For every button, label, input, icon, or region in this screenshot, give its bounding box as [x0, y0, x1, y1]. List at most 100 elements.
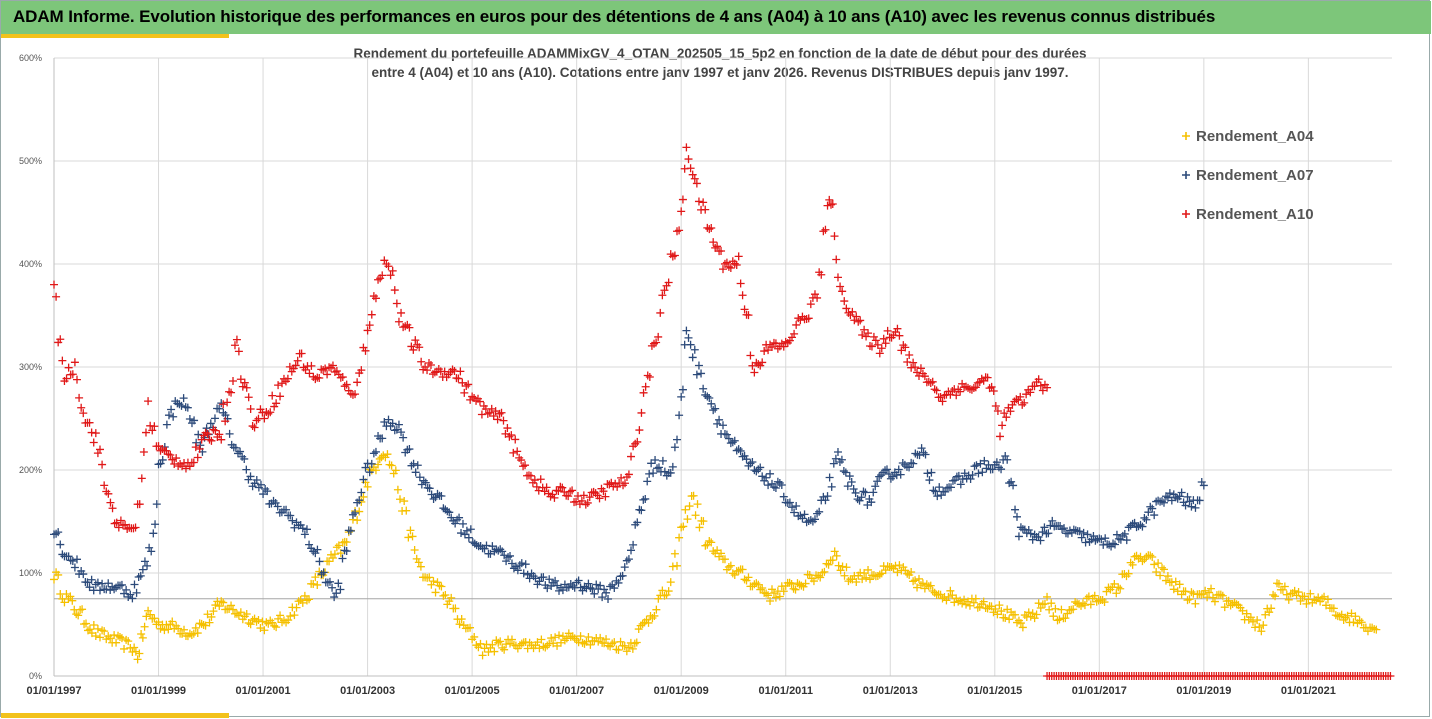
rendement-a07-point: [742, 455, 751, 464]
rendement-a10-point: [840, 297, 849, 306]
rendement-a10-point: [848, 307, 857, 316]
rendement-a07-point: [675, 411, 684, 420]
rendement-a10-point: [89, 438, 98, 447]
rendement-a04-point: [726, 561, 735, 570]
rendement-a07-point: [256, 480, 265, 489]
rendement-a04-point: [584, 633, 593, 642]
rendement-a07-point: [462, 526, 471, 535]
rendement-a10-point: [56, 335, 65, 344]
rendement-a07-point: [746, 459, 755, 468]
rendement-a07-point: [313, 545, 322, 554]
rendement-a07-point: [707, 399, 716, 408]
rendement-a07-point: [670, 443, 679, 452]
rendement-a07-point: [502, 557, 511, 566]
rendement-a07-point: [968, 471, 977, 480]
rendement-a10-point: [234, 347, 243, 356]
rendement-a07-point: [925, 476, 934, 485]
rendement-a10-point: [690, 174, 699, 183]
rendement-a04-point: [1284, 595, 1293, 604]
rendement-a04-point: [1351, 612, 1360, 621]
rendement-a07-point: [1124, 523, 1133, 532]
rendement-a04-point: [1152, 567, 1161, 576]
legend-marker: [1182, 210, 1190, 218]
rendement-a10-point: [858, 331, 867, 340]
rendement-a10-point: [881, 339, 890, 348]
rendement-a04-point: [762, 589, 771, 598]
rendement-a07-point: [660, 467, 669, 476]
rendement-a04-point: [1001, 614, 1010, 623]
rendement-a10-point: [842, 304, 851, 313]
rendement-a07-point: [384, 415, 393, 424]
rendement-a07-point: [286, 511, 295, 520]
rendement-a10-point: [116, 516, 125, 525]
rendement-a10-point: [79, 409, 88, 418]
rendement-a10-point: [423, 366, 432, 375]
rendement-a10-point: [792, 320, 801, 329]
rendement-a10-point: [50, 280, 58, 289]
rendement-a10-point: [796, 316, 805, 325]
rendement-a07-point: [769, 482, 778, 491]
rendement-a07-point: [555, 586, 564, 595]
rendement-a10-point: [664, 278, 673, 287]
rendement-a10-point: [682, 143, 691, 152]
rendement-a10-point: [589, 487, 598, 496]
rendement-a04-point: [404, 533, 413, 542]
rendement-a10-point: [705, 225, 714, 234]
rendement-a10-point: [321, 364, 330, 373]
rendement-a10-point: [595, 494, 604, 503]
rendement-a10-point: [926, 378, 935, 387]
chart-legend: Rendement_A04 Rendement_A07 Rendement_A10: [1182, 128, 1314, 223]
rendement-a04-point: [543, 641, 552, 650]
rendement-a07-point: [952, 472, 961, 481]
rendement-a10-point: [285, 362, 294, 371]
rendement-a04-point: [954, 597, 963, 606]
rendement-a07-point: [164, 411, 173, 420]
rendement-a10-point: [678, 195, 687, 204]
rendement-a10-point: [867, 342, 876, 351]
rendement-a10-point: [794, 314, 803, 323]
rendement-a04-point: [1005, 615, 1014, 624]
rendement-a04-point: [1274, 579, 1283, 588]
rendement-a10-point: [684, 155, 693, 164]
rendement-a04-point: [705, 536, 714, 545]
rendement-a04-point: [1329, 604, 1338, 613]
rendement-a07-point: [1171, 493, 1180, 502]
rendement-a04-point: [820, 567, 829, 576]
rendement-a04-point: [429, 577, 438, 586]
rendement-a04-point: [535, 644, 544, 653]
rendement-a07-point: [633, 518, 642, 527]
rendement-a07-point: [1009, 481, 1018, 490]
rendement-a07-point: [535, 577, 544, 586]
rendement-a10-point: [920, 372, 929, 381]
rendement-a04-point: [709, 547, 718, 556]
rendement-a04-point: [1036, 604, 1045, 613]
rendement-a07-point: [261, 484, 270, 493]
rendement-a04-point: [547, 634, 556, 643]
rendement-a07-point: [790, 508, 799, 517]
rendement-a10-point: [983, 373, 992, 382]
rendement-a07-point: [169, 412, 178, 421]
rendement-a07-point: [690, 345, 699, 354]
rendement-a10-point: [252, 416, 261, 425]
rendement-a04-point: [1169, 585, 1178, 594]
rendement-a10-point: [564, 492, 573, 501]
rendement-a07-point: [722, 430, 731, 439]
rendement-a10-point: [838, 287, 847, 296]
rendement-a04-point: [717, 549, 726, 558]
rendement-a07-point: [775, 478, 784, 487]
rendement-a07-point: [466, 525, 475, 534]
rendement-a04-point: [478, 651, 487, 660]
rendement-a10-point: [558, 483, 567, 492]
rendement-a04-point: [391, 466, 400, 475]
rendement-a07-point: [845, 472, 854, 481]
rendement-a07-point: [748, 457, 757, 466]
rendement-a04-point: [795, 580, 804, 589]
rendement-a10-point: [315, 374, 324, 383]
rendement-a07-point: [584, 579, 593, 588]
rendement-a07-point: [330, 593, 339, 602]
rendement-a04-point: [1055, 615, 1064, 624]
rendement-a10-point: [195, 444, 204, 453]
rendement-a10-point: [135, 500, 144, 509]
rendement-a07-point: [1075, 527, 1084, 536]
rendement-a04-point: [842, 563, 851, 572]
